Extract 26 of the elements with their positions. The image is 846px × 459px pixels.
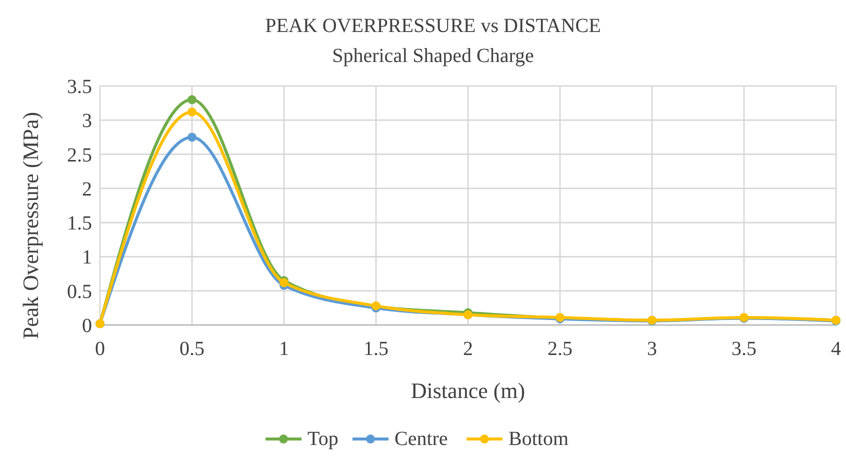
x-tick-label: 2.5 [548,338,572,360]
legend-label: Centre [394,428,448,450]
point [188,132,196,142]
y-tick-label: 3 [82,110,92,132]
legend-label: Bottom [508,428,569,450]
y-tick-label: 3.5 [67,76,92,98]
point [188,107,196,116]
chart-title: PEAK OVERPRESSURE vs DISTANCE [265,15,601,37]
x-tick-label: 3 [647,338,657,360]
point [188,95,196,104]
x-tick-label: 4 [831,338,841,360]
x-tick-label: 3.5 [732,338,756,360]
x-axis-title: Distance (m) [410,378,526,403]
chart-subtitle: Spherical Shaped Charge [332,45,534,67]
y-tick-label: 2.5 [67,144,92,166]
y-tick-label: 2 [82,178,92,200]
x-tick-label: 0.5 [180,338,204,360]
legend-label: Top [308,428,338,450]
y-tick-label: 1.5 [67,212,92,235]
x-tick-label: 1.5 [364,338,388,360]
y-tick-label: 0 [82,315,92,337]
y-tick-label: 0.5 [67,280,92,303]
y-axis-title: Peak Overpressure (MPa) [18,112,43,340]
x-tick-label: 2 [463,338,473,360]
x-tick-label: 1 [279,338,289,360]
y-tick-label: 1 [82,246,92,269]
